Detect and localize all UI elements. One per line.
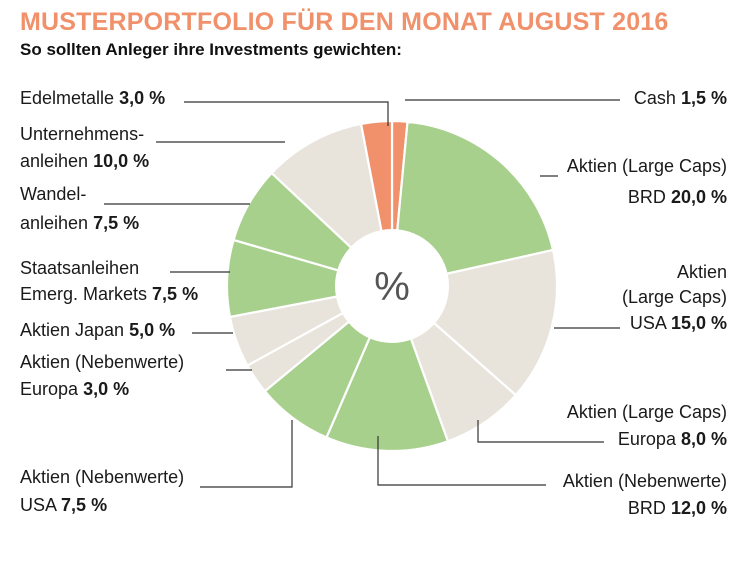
label-staatsanleihen-emerg-markets-line-2: Emerg. Markets 7,5 % bbox=[20, 284, 198, 304]
leader-line-edelmetalle bbox=[184, 101, 389, 126]
leader-line-aktien-nebenwerte-brd bbox=[377, 436, 546, 486]
label-aktien-nebenwerte-brd-line-2: BRD 12,0 % bbox=[628, 498, 727, 518]
label-staatsanleihen-emerg-markets-line-1: Staatsanleihen bbox=[20, 258, 139, 278]
value-aktien-large-caps-europa: 8,0 % bbox=[681, 429, 727, 449]
value-unternehmens-anleihen: 10,0 % bbox=[93, 151, 149, 171]
value-cash: 1,5 % bbox=[681, 88, 727, 108]
label-aktien-large-caps-europa-line-1: Aktien (Large Caps) bbox=[567, 402, 727, 422]
label-unternehmens-anleihen-line-2: anleihen 10,0 % bbox=[20, 151, 149, 171]
label-aktien-large-caps-usa-line-2: (Large Caps) bbox=[622, 287, 727, 307]
slice-aktien-large-caps-brd bbox=[390, 120, 555, 288]
label-unternehmens-anleihen-line-1: Unternehmens- bbox=[20, 124, 144, 144]
label-aktien-nebenwerte-brd-line-1: Aktien (Nebenwerte) bbox=[563, 471, 727, 491]
label-wandel-anleihen-line-1: Wandel- bbox=[20, 184, 86, 204]
value-staatsanleihen-emerg-markets: 7,5 % bbox=[152, 284, 198, 304]
label-aktien-large-caps-usa-line-1: Aktien bbox=[677, 262, 727, 282]
value-wandel-anleihen: 7,5 % bbox=[93, 213, 139, 233]
value-aktien-large-caps-usa: 15,0 % bbox=[671, 313, 727, 333]
label-aktien-large-caps-usa-line-3: USA 15,0 % bbox=[630, 313, 727, 333]
label-aktien-large-caps-europa-line-2: Europa 8,0 % bbox=[618, 429, 727, 449]
label-aktien-japan-line-1: Aktien Japan 5,0 % bbox=[20, 320, 175, 340]
chart-title: MUSTERPORTFOLIO FÜR DEN MONAT AUGUST 201… bbox=[20, 8, 669, 36]
value-aktien-japan: 5,0 % bbox=[129, 320, 175, 340]
leader-line-aktien-nebenwerte-usa bbox=[200, 420, 293, 488]
value-aktien-nebenwerte-usa: 7,5 % bbox=[61, 495, 107, 515]
leader-lines bbox=[104, 99, 620, 488]
donut-hole bbox=[335, 229, 449, 343]
center-percent-symbol: % bbox=[374, 265, 410, 309]
leader-line-aktien-large-caps-europa bbox=[477, 420, 604, 443]
label-edelmetalle-line-1: Edelmetalle 3,0 % bbox=[20, 88, 165, 108]
slice-aktien-nebenwerte-brd bbox=[325, 284, 449, 453]
value-aktien-nebenwerte-europa: 3,0 % bbox=[83, 379, 129, 399]
label-aktien-nebenwerte-usa-line-1: Aktien (Nebenwerte) bbox=[20, 467, 184, 487]
value-aktien-large-caps-brd: 20,0 % bbox=[671, 187, 727, 207]
slice-labels: Cash 1,5 % Aktien (Large Caps) BRD 20,0 % A… bbox=[20, 88, 727, 518]
value-edelmetalle: 3,0 % bbox=[119, 88, 165, 108]
label-aktien-nebenwerte-europa-line-1: Aktien (Nebenwerte) bbox=[20, 352, 184, 372]
label-wandel-anleihen-line-2: anleihen 7,5 % bbox=[20, 213, 139, 233]
chart-subtitle: So sollten Anleger ihre Investments gewi… bbox=[20, 40, 402, 59]
label-aktien-large-caps-brd-line-1: Aktien (Large Caps) bbox=[567, 156, 727, 176]
label-cash-line-1: Cash 1,5 % bbox=[634, 88, 727, 108]
label-aktien-nebenwerte-usa-line-2: USA 7,5 % bbox=[20, 495, 107, 515]
label-aktien-large-caps-brd-line-2: BRD 20,0 % bbox=[628, 187, 727, 207]
value-aktien-nebenwerte-brd: 12,0 % bbox=[671, 498, 727, 518]
label-aktien-nebenwerte-europa-line-2: Europa 3,0 % bbox=[20, 379, 129, 399]
